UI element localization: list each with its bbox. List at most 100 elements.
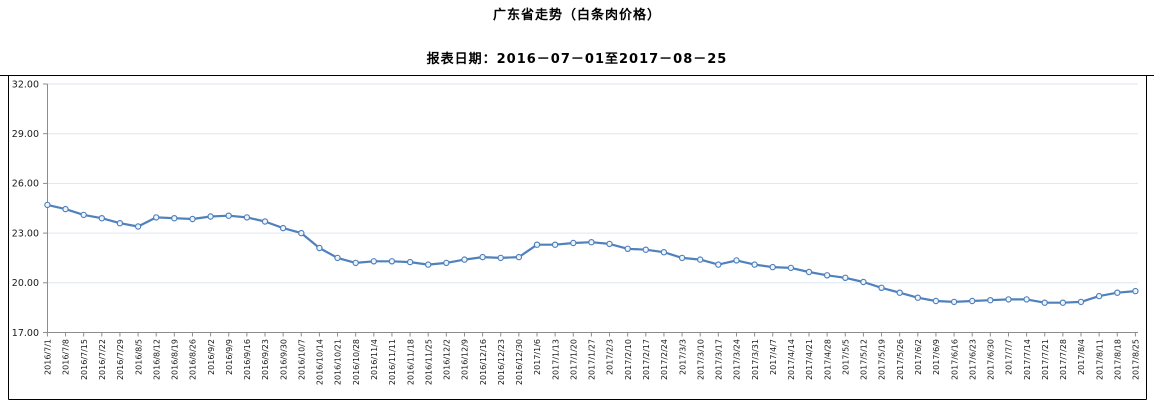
data-point-marker [733, 257, 740, 264]
x-tick-label: 2017/5/26 [896, 339, 905, 380]
data-point-marker [279, 224, 287, 232]
data-point-marker [987, 297, 994, 304]
x-tick-label: 2016/11/25 [424, 339, 433, 385]
x-tick-label: 2017/1/13 [551, 339, 560, 380]
data-point-marker [298, 229, 305, 237]
data-point-marker [551, 241, 559, 248]
data-point-marker [769, 263, 776, 271]
x-tick-label: 2017/4/14 [787, 339, 796, 380]
x-tick-label: 2016/12/30 [515, 339, 524, 385]
x-tick-label: 2016/8/5 [134, 339, 143, 375]
data-point-marker [316, 244, 323, 252]
x-tick-label: 2017/8/11 [1095, 339, 1104, 380]
x-tick-label: 2017/1/27 [588, 339, 597, 380]
x-tick-label: 2016/9/9 [225, 339, 234, 375]
x-tick-label: 2017/2/3 [606, 339, 615, 375]
data-point-marker [406, 258, 414, 266]
x-tick-label: 2016/7/8 [62, 339, 71, 375]
data-point-marker [171, 214, 178, 222]
x-tick-label: 2016/12/2 [443, 339, 452, 380]
x-tick-label: 2017/8/18 [1113, 339, 1122, 380]
y-tick-label: 23.00 [12, 228, 39, 239]
x-tick-label: 2016/11/4 [370, 339, 379, 380]
x-tick-label: 2017/2/17 [642, 339, 651, 380]
x-tick-label: 2017/3/3 [678, 339, 687, 375]
x-tick-label: 2016/9/23 [261, 339, 270, 380]
x-tick-label: 2017/4/21 [805, 339, 814, 380]
data-point-marker [152, 214, 160, 221]
x-tick-label: 2016/11/18 [406, 339, 415, 385]
data-point-marker [134, 223, 142, 230]
data-point-marker [44, 201, 51, 209]
x-tick-label: 2016/12/23 [497, 339, 506, 385]
y-tick-label: 20.00 [12, 278, 39, 289]
x-tick-label: 2016/7/1 [44, 339, 53, 375]
data-point-marker [860, 278, 867, 286]
data-point-marker [533, 241, 541, 248]
data-point-marker [896, 289, 903, 296]
data-point-marker [1041, 299, 1048, 306]
data-point-marker [189, 215, 196, 223]
x-tick-label: 2016/12/16 [479, 339, 488, 385]
data-point-marker [243, 214, 251, 221]
data-point-marker [116, 219, 124, 227]
data-point-marker [660, 248, 668, 256]
data-point-marker [1077, 298, 1085, 306]
x-tick-label: 2017/6/2 [914, 339, 923, 375]
data-point-marker [80, 211, 87, 219]
data-point-marker [751, 261, 758, 268]
x-tick-label: 2017/3/31 [751, 339, 760, 380]
data-point-marker [1023, 296, 1030, 303]
x-tick-label: 2017/5/5 [841, 339, 850, 375]
data-point-marker [1005, 296, 1012, 303]
x-tick-label: 2016/9/2 [207, 339, 216, 375]
y-tick-label: 17.00 [12, 328, 39, 339]
x-tick-label: 2016/8/12 [152, 339, 161, 380]
data-point-marker [787, 264, 795, 272]
data-point-marker [678, 254, 686, 262]
data-point-marker [62, 205, 69, 213]
x-tick-label: 2016/7/29 [116, 339, 125, 380]
data-point-marker [497, 254, 504, 262]
x-tick-label: 2017/4/28 [823, 339, 832, 380]
x-tick-label: 2017/6/9 [932, 339, 941, 375]
x-tick-label: 2017/7/14 [1023, 339, 1032, 380]
x-tick-label: 2016/10/21 [334, 339, 343, 385]
data-point-marker [914, 294, 922, 301]
x-tick-label: 2016/10/14 [316, 339, 325, 385]
x-tick-label: 2017/7/21 [1041, 339, 1050, 380]
x-tick-label: 2017/2/10 [624, 339, 633, 380]
data-point-marker [588, 238, 595, 246]
x-tick-label: 2017/8/4 [1077, 339, 1086, 375]
x-tick-label: 2017/6/16 [950, 339, 959, 380]
x-tick-label: 2016/10/7 [297, 339, 306, 380]
data-point-marker [388, 258, 396, 265]
x-tick-label: 2016/7/22 [98, 339, 107, 380]
data-point-marker [479, 253, 486, 261]
y-tick-label: 26.00 [12, 179, 39, 190]
x-tick-label: 2017/6/23 [968, 339, 977, 380]
data-point-marker [932, 297, 940, 305]
x-tick-label: 2017/7/7 [1005, 339, 1014, 375]
chart-title: 广东省走势（白条肉价格） [492, 8, 661, 23]
x-tick-label: 2017/2/24 [660, 339, 669, 380]
x-tick-label: 2017/8/25 [1132, 339, 1141, 380]
x-tick-label: 2017/4/7 [769, 339, 778, 375]
x-tick-label: 2017/1/6 [533, 339, 542, 375]
x-tick-label: 2016/8/19 [171, 339, 180, 380]
x-tick-label: 2016/8/26 [189, 339, 198, 380]
data-point-marker [515, 253, 523, 261]
data-point-marker [842, 274, 849, 281]
x-tick-label: 2016/12/9 [461, 339, 470, 380]
data-point-marker [642, 246, 650, 253]
data-point-marker [425, 261, 432, 268]
x-tick-label: 2017/6/30 [987, 339, 996, 380]
data-point-marker [334, 254, 341, 262]
data-point-marker [1059, 299, 1067, 306]
data-point-marker [878, 284, 885, 291]
report-date-range: 报表日期：2016－07－01至2017－08－25 [426, 52, 728, 67]
y-tick-label: 29.00 [12, 129, 39, 140]
data-point-marker [606, 240, 613, 248]
